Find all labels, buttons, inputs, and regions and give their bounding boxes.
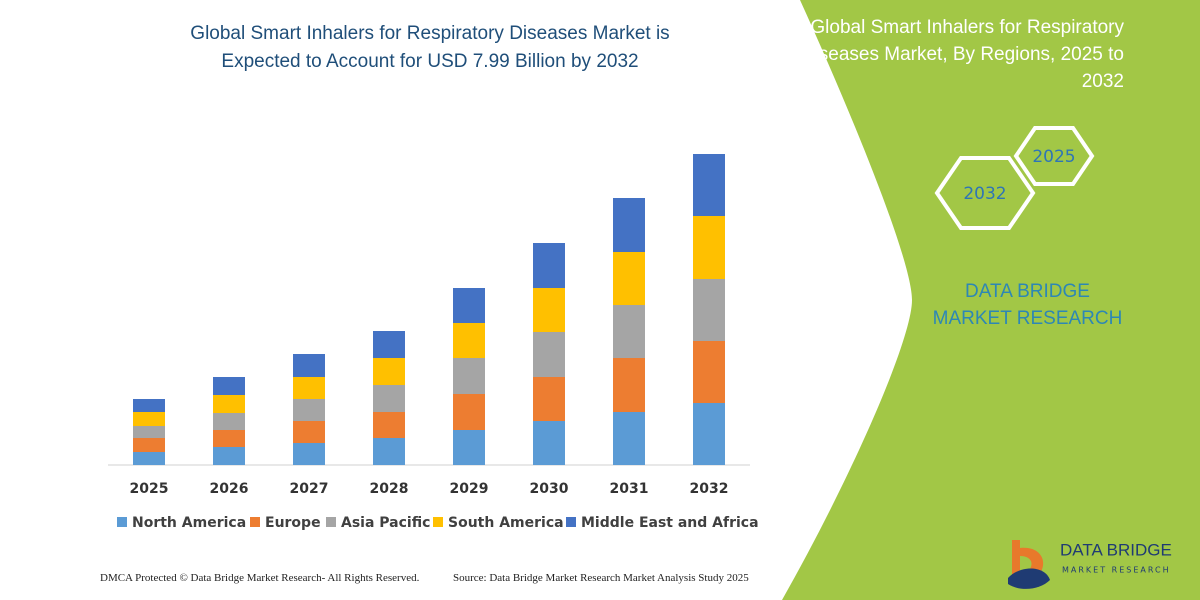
- x-tick-label: 2025: [130, 481, 169, 497]
- legend-label: Middle East and Africa: [581, 515, 759, 531]
- bar-segment: [533, 332, 565, 377]
- bar-segment: [693, 341, 725, 403]
- bar-segment: [453, 323, 485, 358]
- logo-name: DATA BRIDGE: [1060, 540, 1172, 559]
- legend-swatch: [326, 517, 336, 527]
- legend-label: North America: [132, 515, 246, 531]
- bar-segment: [213, 430, 245, 447]
- bar-segment: [293, 421, 325, 443]
- bar-segment: [373, 412, 405, 438]
- bar-segment: [533, 243, 565, 288]
- bar-segment: [533, 377, 565, 421]
- bar-segment: [613, 358, 645, 412]
- bar-segment: [613, 412, 645, 465]
- bar-segment: [133, 412, 165, 426]
- bar-segment: [533, 421, 565, 465]
- bar-segment: [213, 377, 245, 395]
- x-tick-label: 2028: [370, 481, 409, 497]
- bar-segment: [133, 452, 165, 465]
- legend-label: South America: [448, 515, 564, 531]
- bar-segment: [453, 394, 485, 430]
- copyright: DMCA Protected © Data Bridge Market Rese…: [100, 572, 420, 584]
- bar-segment: [293, 443, 325, 465]
- bar-segment: [693, 216, 725, 279]
- legend-swatch: [117, 517, 127, 527]
- legend-label: Europe: [265, 515, 321, 531]
- brand: DATA BRIDGE MARKET RESEARCH: [932, 281, 1123, 329]
- side-panel-bg: [782, 0, 1200, 600]
- logo-tagline: MARKET RESEARCH: [1062, 566, 1171, 575]
- bar-segment: [453, 288, 485, 323]
- bar-segment: [613, 305, 645, 358]
- bar-segment: [533, 288, 565, 332]
- legend-label: Asia Pacific: [341, 515, 430, 531]
- side-title: Global Smart Inhalers for Respiratory Di…: [800, 17, 1124, 92]
- x-tick-label: 2030: [530, 481, 569, 497]
- x-tick-label: 2029: [450, 481, 489, 497]
- bar-segment: [293, 354, 325, 377]
- bar-segment: [373, 438, 405, 465]
- bar-segment: [133, 399, 165, 412]
- bar-segment: [293, 399, 325, 421]
- bar-segment: [213, 413, 245, 430]
- legend-swatch: [566, 517, 576, 527]
- bar-segment: [133, 438, 165, 452]
- bar-segment: [373, 385, 405, 412]
- bar-segment: [213, 395, 245, 413]
- hex-label: 2025: [1032, 147, 1075, 167]
- hexagon: [1013, 126, 1095, 186]
- bar-segment: [133, 426, 165, 438]
- bar-segment: [373, 358, 405, 385]
- x-tick-label: 2032: [690, 481, 729, 497]
- bar-segment: [213, 447, 245, 465]
- hex-label: 2032: [963, 184, 1006, 204]
- bar-segment: [293, 377, 325, 399]
- bar-segment: [613, 252, 645, 305]
- x-tick-label: 2027: [290, 481, 329, 497]
- hexagon: [934, 156, 1036, 230]
- bar-segment: [693, 403, 725, 465]
- bar-segment: [693, 279, 725, 341]
- bar-segment: [613, 198, 645, 252]
- bar-segment: [373, 331, 405, 358]
- bar-segment: [693, 154, 725, 216]
- bar-segment: [453, 358, 485, 394]
- x-tick-label: 2031: [610, 481, 649, 497]
- x-tick-label: 2026: [210, 481, 249, 497]
- source: Source: Data Bridge Market Research Mark…: [453, 572, 749, 584]
- bar-segment: [453, 430, 485, 465]
- chart-title: Global Smart Inhalers for Respiratory Di…: [190, 23, 670, 72]
- logo-icon: [1008, 540, 1050, 589]
- legend-swatch: [250, 517, 260, 527]
- legend-swatch: [433, 517, 443, 527]
